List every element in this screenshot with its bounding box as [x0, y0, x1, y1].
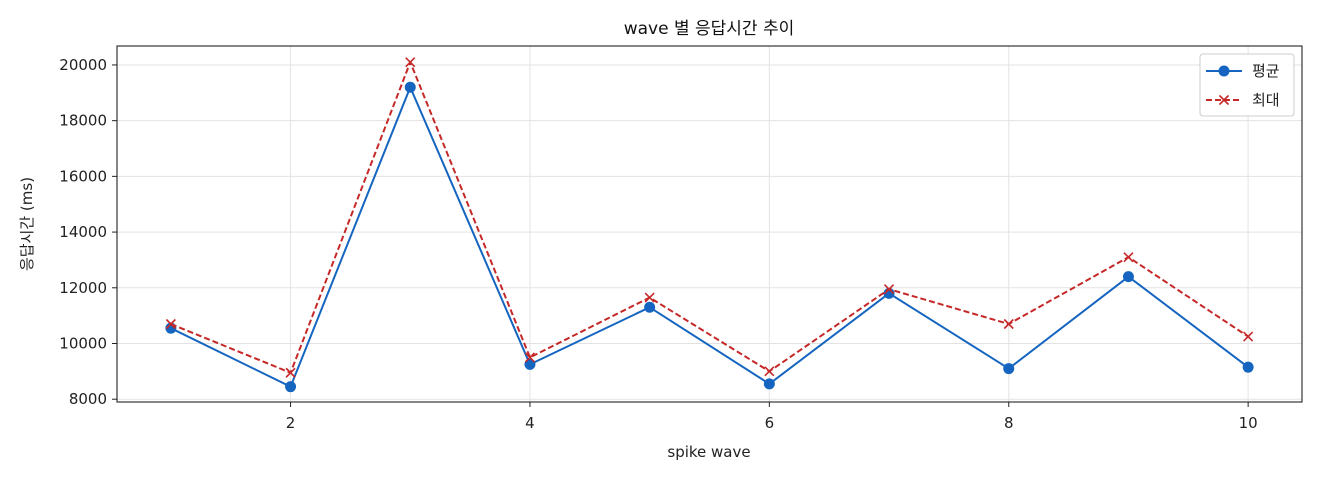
y-tick-label: 18000	[59, 112, 107, 130]
data-point	[1003, 318, 1014, 330]
legend-item: 평균	[1206, 62, 1280, 80]
y-tick-label: 20000	[59, 56, 107, 74]
x-axis: 2 4 6 8 10	[286, 402, 1258, 432]
y-tick-label: 8000	[69, 390, 107, 408]
grid	[117, 46, 1302, 402]
legend-marker	[1218, 65, 1230, 77]
data-point	[1242, 361, 1254, 373]
y-tick-label: 10000	[59, 335, 107, 353]
y-tick-label: 14000	[59, 223, 107, 241]
legend-label: 평균	[1252, 62, 1280, 80]
data-point	[524, 352, 536, 363]
x-tick-label: 6	[765, 414, 775, 432]
data-point	[883, 284, 895, 295]
data-point	[644, 292, 655, 303]
data-point	[644, 301, 656, 313]
series-line	[170, 86, 1249, 388]
data-point	[404, 81, 416, 93]
data-point	[285, 381, 297, 393]
y-axis: 8000 10000 12000 14000 16000 18000 20000	[59, 56, 117, 408]
data-point	[763, 378, 775, 390]
x-tick-label: 2	[286, 414, 296, 432]
chart-title: wave 별 응답시간 추이	[624, 19, 795, 39]
data-point	[764, 366, 775, 377]
series-layer	[165, 57, 1254, 393]
legend-item: 최대	[1206, 91, 1280, 109]
x-axis-label: spike wave	[667, 443, 750, 461]
data-point	[405, 57, 416, 68]
legend-marker	[1218, 94, 1230, 106]
series-1	[165, 81, 1254, 393]
data-point	[285, 367, 296, 378]
legend-box	[1199, 53, 1295, 117]
series-2	[165, 57, 1254, 378]
y-tick-label: 12000	[59, 279, 107, 297]
data-point	[1243, 331, 1254, 342]
plot-frame	[116, 45, 1303, 403]
y-axis-label: 응답시간 (ms)	[18, 177, 36, 271]
data-point	[1122, 271, 1134, 283]
data-point	[1003, 363, 1015, 375]
series-line	[170, 61, 1249, 374]
x-tick-label: 10	[1239, 414, 1258, 432]
x-tick-label: 8	[1004, 414, 1014, 432]
data-point	[524, 358, 536, 370]
data-point	[165, 318, 176, 330]
legend-label: 최대	[1252, 91, 1280, 109]
y-tick-label: 16000	[59, 167, 107, 185]
x-tick-label: 4	[525, 414, 535, 432]
data-point	[1123, 252, 1134, 263]
